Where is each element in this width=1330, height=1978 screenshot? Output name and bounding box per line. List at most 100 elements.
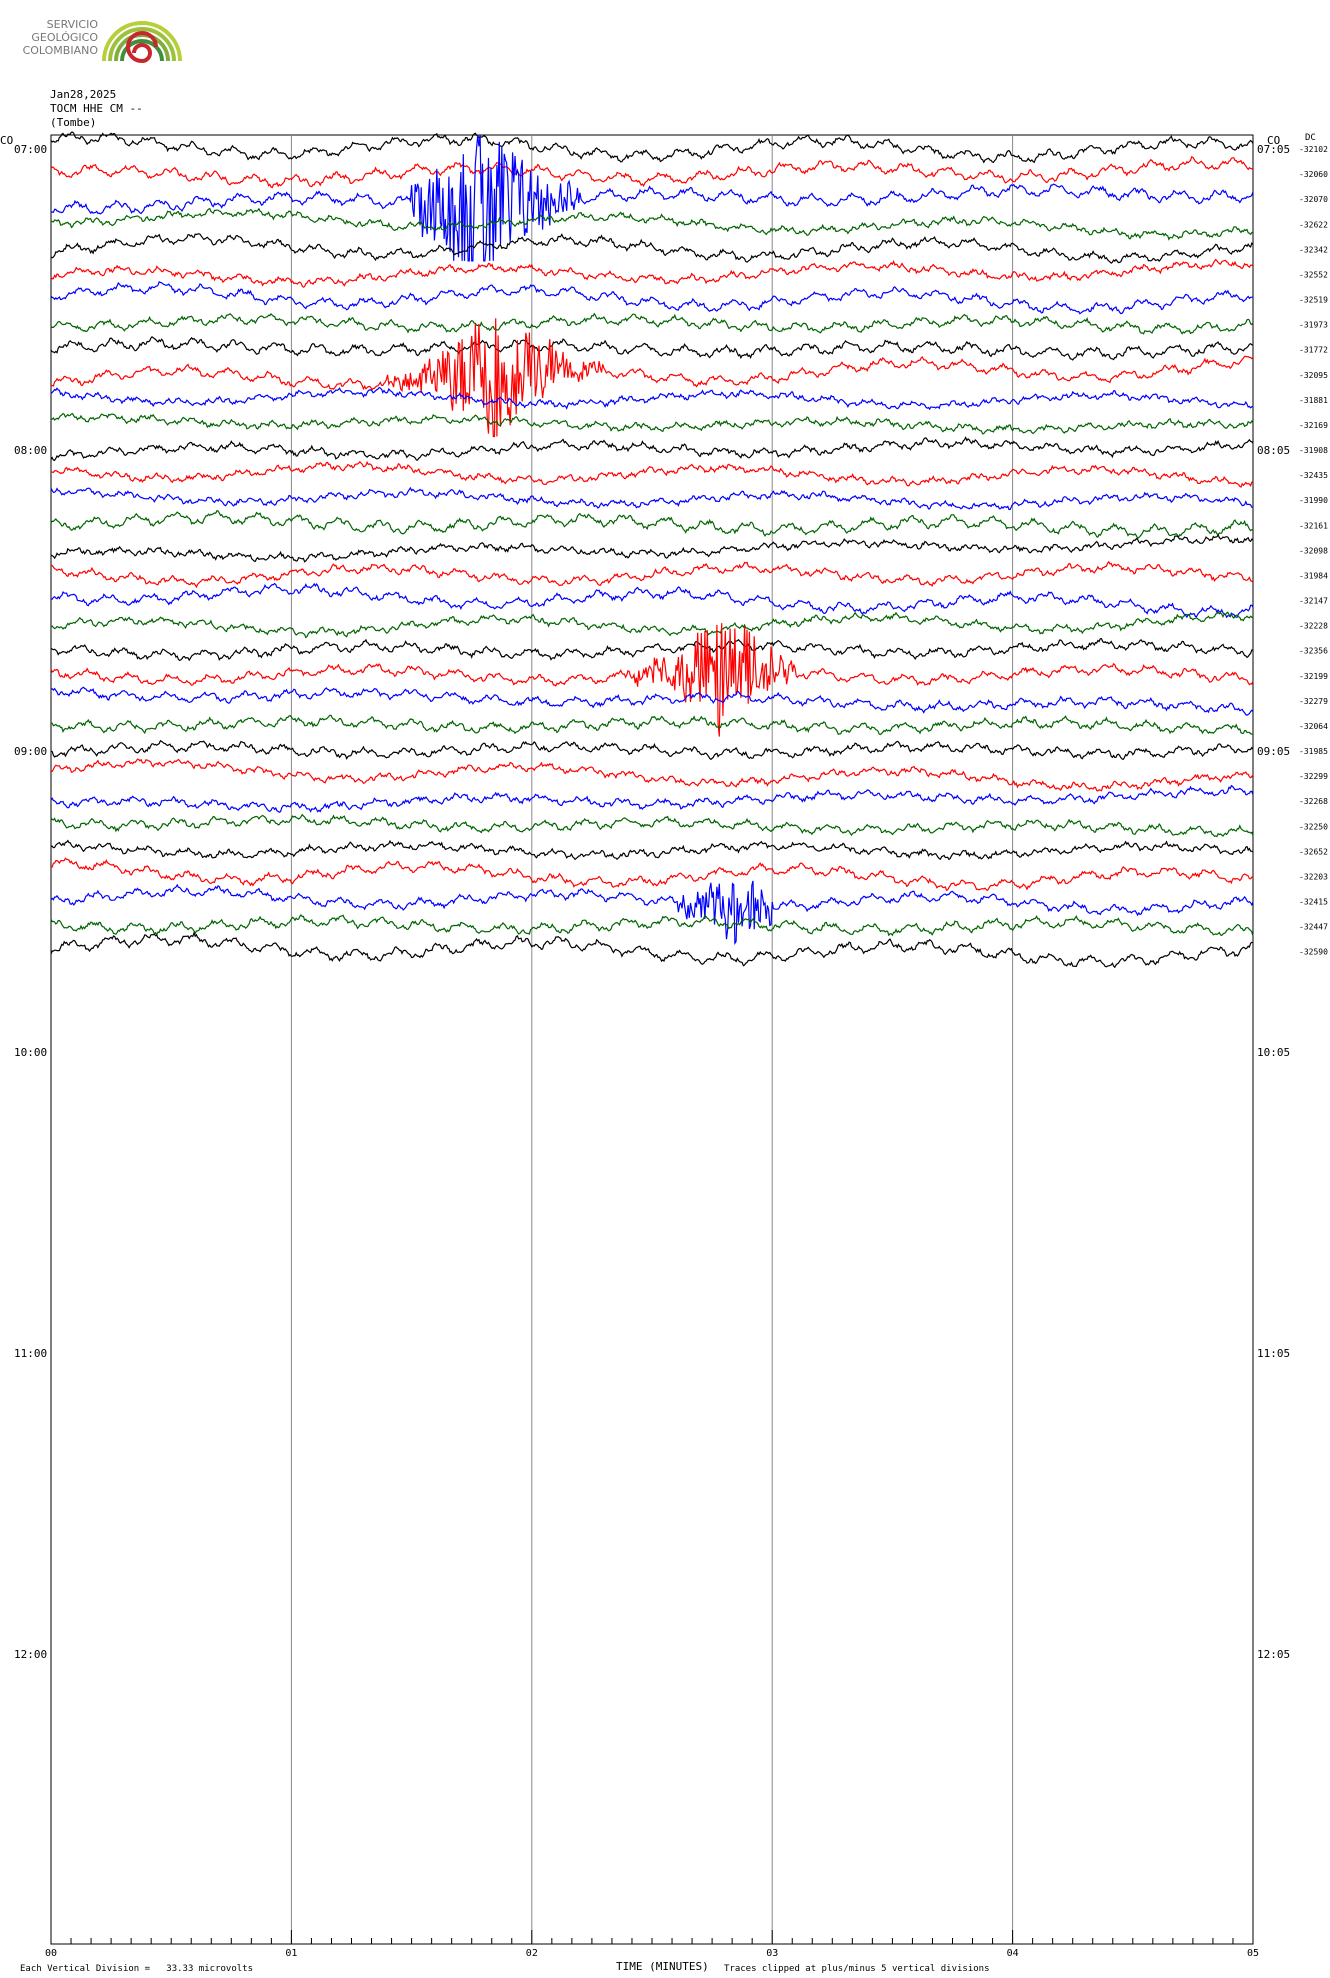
trace-line-20 [50, 638, 1254, 662]
time-axis: 00 01 02 03 04 05 [45, 1930, 1259, 1959]
dc-offset-label: -32447 [1299, 923, 1328, 932]
clip-note: Traces clipped at plus/minus 5 vertical … [724, 1964, 990, 1974]
axis-title: TIME (MINUTES) [616, 1960, 709, 1973]
trace-line-19 [50, 611, 1254, 639]
dc-header: DC [1305, 133, 1316, 143]
minute-grid [50, 134, 1254, 1945]
trace-line-16 [50, 533, 1254, 563]
trace-line-10 [50, 386, 1254, 411]
logo-text: SERVICIO GEOLÓGICO COLOMBIANO [10, 18, 98, 57]
hour-label-left: 12:00 [14, 1648, 47, 1661]
corner-label-right: CO [1267, 134, 1281, 147]
trace-line-28 [50, 839, 1254, 861]
dc-offset-label: -32169 [1299, 421, 1328, 430]
dc-offset-label: -32199 [1299, 672, 1328, 681]
trace-line-7 [50, 312, 1254, 335]
time-tick-label: 05 [1247, 1948, 1259, 1959]
trace-line-26 [50, 784, 1254, 814]
dc-offset-label: -31973 [1299, 321, 1328, 330]
header-location: (Tombe) [50, 116, 97, 129]
trace-line-14 [50, 486, 1254, 511]
trace-line-4 [50, 233, 1254, 264]
hour-label-left: 11:00 [14, 1347, 47, 1360]
axis-labels: 07:00 07:05 08:00 08:05 09:00 09:05 10:00 10:05… [14, 143, 1290, 1661]
trace-line-11 [50, 412, 1254, 435]
dc-offset-column: -32102 -32060 -32070 -32622 -32342 -32552 -325… [1299, 145, 1328, 957]
hour-label-right: 10:05 [1257, 1046, 1290, 1059]
dc-offset-label: -32070 [1299, 195, 1328, 204]
dc-offset-label: -32299 [1299, 772, 1328, 781]
trace-line-5 [50, 258, 1254, 288]
plot-frame [50, 134, 1254, 1945]
dc-offset-label: -32590 [1299, 948, 1328, 957]
trace-line-1 [50, 155, 1254, 189]
trace-line-6 [50, 280, 1253, 315]
trace-group [50, 131, 1254, 969]
trace-line-9 [50, 318, 1254, 438]
time-tick-label: 00 [45, 1948, 57, 1959]
dc-offset-label: -32102 [1299, 145, 1328, 154]
dc-offset-label: -32519 [1299, 296, 1328, 305]
dc-offset-label: -32268 [1299, 797, 1328, 806]
hour-label-right: 11:05 [1257, 1347, 1290, 1360]
dc-offset-label: -32435 [1299, 471, 1328, 480]
dc-offset-label: -32415 [1299, 898, 1328, 907]
dc-offset-label: -31984 [1299, 571, 1328, 580]
logo-spiral-icon [102, 21, 182, 63]
trace-line-3 [50, 207, 1253, 241]
trace-line-13 [50, 460, 1254, 488]
header-date: Jan28,2025 [50, 88, 117, 101]
dc-offset-label: -32652 [1299, 847, 1328, 856]
hour-label-right: 09:05 [1257, 745, 1290, 758]
dc-offset-label: -32098 [1299, 546, 1328, 555]
dc-offset-label: -32147 [1299, 597, 1328, 606]
trace-line-21 [50, 623, 1254, 737]
dc-offset-label: -32203 [1299, 872, 1328, 881]
trace-line-23 [51, 714, 1254, 736]
dc-offset-label: -32279 [1299, 697, 1328, 706]
logo-line-3: COLOMBIANO [22, 44, 98, 57]
hour-label-right: 08:05 [1257, 444, 1290, 457]
trace-line-18 [50, 582, 1254, 619]
corner-label-left: CO [0, 134, 14, 147]
trace-line-25 [51, 758, 1254, 792]
trace-line-8 [50, 335, 1254, 361]
dc-offset-label: -31908 [1299, 446, 1328, 455]
trace-line-31 [50, 914, 1254, 937]
trace-line-12 [50, 436, 1254, 461]
dc-offset-label: -31881 [1299, 396, 1328, 405]
trace-line-32 [50, 931, 1254, 969]
dc-offset-label: -32622 [1299, 220, 1328, 229]
dc-offset-label: -32342 [1299, 245, 1328, 254]
division-note: Each Vertical Division = 33.33 microvolt… [20, 1964, 253, 1974]
trace-line-22 [50, 686, 1254, 716]
trace-line-2 [50, 135, 1254, 262]
dc-offset-label: -32250 [1299, 822, 1328, 831]
dc-offset-label: -31990 [1299, 496, 1328, 505]
time-tick-label: 02 [526, 1948, 538, 1959]
trace-line-17 [51, 560, 1254, 589]
trace-line-0 [50, 131, 1254, 164]
hour-label-left: 09:00 [14, 745, 47, 758]
hour-label-left: 10:00 [14, 1046, 47, 1059]
dc-offset-label: -32356 [1299, 647, 1328, 656]
dc-offset-label: -32161 [1299, 521, 1328, 530]
hour-label-right: 12:05 [1257, 1648, 1290, 1661]
dc-offset-label: -32228 [1299, 622, 1328, 631]
dc-offset-label: -32552 [1299, 270, 1328, 279]
trace-line-15 [50, 509, 1254, 540]
trace-line-30 [50, 880, 1254, 946]
logo-line-2: GEOLÓGICO [31, 31, 98, 44]
logo [102, 21, 182, 63]
hour-label-left: 08:00 [14, 444, 47, 457]
dc-offset-label: -31772 [1299, 346, 1328, 355]
hour-label-right: 07:05 [1257, 143, 1290, 156]
trace-line-24 [50, 739, 1254, 761]
header-station: TOCM HHE CM -- [50, 102, 143, 115]
dc-offset-label: -32064 [1299, 722, 1328, 731]
hour-label-left: 07:00 [14, 143, 47, 156]
time-tick-label: 01 [285, 1948, 297, 1959]
time-tick-label: 03 [766, 1948, 778, 1959]
dc-offset-label: -32060 [1299, 170, 1328, 179]
